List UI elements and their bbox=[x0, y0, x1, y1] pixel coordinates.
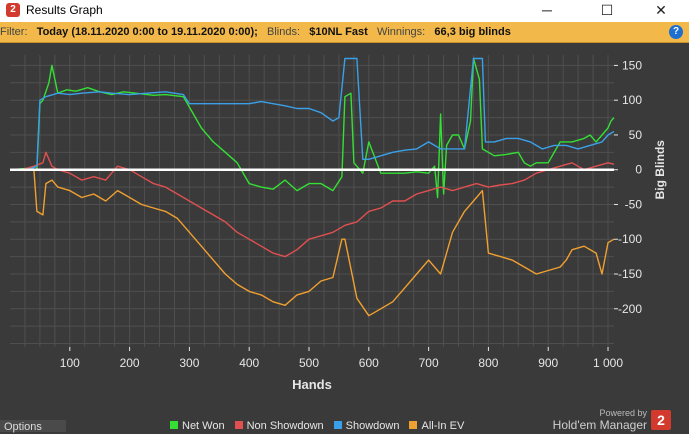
legend-label: Showdown bbox=[345, 420, 400, 432]
y-tick-label: -150 bbox=[618, 267, 642, 281]
minimize-button[interactable]: ─ bbox=[542, 2, 552, 18]
app-logo-icon: 2 bbox=[6, 3, 20, 17]
y-axis-title: Big Blinds bbox=[653, 140, 667, 200]
legend-item[interactable]: Net Won bbox=[170, 420, 225, 432]
legend-swatch bbox=[234, 421, 243, 429]
plot-area bbox=[10, 55, 614, 347]
x-tick-label: 700 bbox=[419, 356, 439, 370]
series-line-non-showdown bbox=[10, 151, 615, 258]
filter-winnings-label: Winnings: bbox=[376, 26, 426, 38]
chart-legend: Net Won Non Showdown Showdown All-In EV bbox=[170, 420, 474, 432]
y-tick-label: 0 bbox=[635, 163, 642, 177]
x-tick-label: 800 bbox=[478, 356, 498, 370]
filter-winnings: 66,3 big blinds bbox=[434, 26, 511, 38]
y-tick-label: -100 bbox=[618, 232, 642, 246]
x-tick-label: 400 bbox=[239, 356, 259, 370]
x-axis-title: Hands bbox=[292, 377, 332, 392]
legend-label: Non Showdown bbox=[246, 420, 324, 432]
legend-swatch bbox=[333, 421, 342, 429]
series-line-showdown bbox=[10, 57, 615, 171]
x-tick-label: 1 000 bbox=[593, 356, 623, 370]
results-chart: 100 200 300 400 500 600 700 800 900 1 00015010050… bbox=[9, 55, 667, 392]
x-tick-label: 100 bbox=[60, 356, 80, 370]
x-tick-label: 600 bbox=[359, 356, 379, 370]
y-tick-label: 100 bbox=[622, 93, 642, 107]
series-line-all-in-ev bbox=[10, 169, 615, 317]
filter-label: Filter: bbox=[0, 26, 28, 38]
legend-label: Net Won bbox=[182, 420, 225, 432]
x-tick-label: 500 bbox=[299, 356, 319, 370]
filter-blinds-label: Blinds: bbox=[267, 26, 301, 38]
y-tick-label: -50 bbox=[625, 197, 643, 211]
y-tick-label: -200 bbox=[618, 302, 642, 316]
maximize-button[interactable]: ☐ bbox=[600, 2, 614, 18]
window-title: Results Graph bbox=[26, 3, 103, 17]
brand-logo-icon: 2 bbox=[651, 410, 671, 430]
filter-bar[interactable]: Filter: Today (18.11.2020 0:00 to 19.11.… bbox=[0, 22, 689, 43]
options-button[interactable]: Options bbox=[0, 420, 66, 433]
filter-blinds: $10NL Fast bbox=[309, 26, 368, 38]
title-bar: 2 Results Graph ─ ☐ ✕ bbox=[0, 0, 689, 22]
powered-by-text: Powered by bbox=[599, 408, 647, 418]
y-tick-label: 150 bbox=[622, 58, 642, 72]
legend-swatch bbox=[409, 421, 418, 429]
x-tick-label: 900 bbox=[538, 356, 558, 370]
filter-date: Today (18.11.2020 0:00 to 19.11.2020 0:0… bbox=[36, 26, 258, 38]
legend-item[interactable]: All-In EV bbox=[409, 420, 464, 432]
legend-label: All-In EV bbox=[421, 420, 465, 432]
legend-item[interactable]: Showdown bbox=[333, 420, 400, 432]
y-tick-label: 50 bbox=[629, 128, 643, 142]
help-icon[interactable]: ? bbox=[669, 25, 683, 39]
legend-swatch bbox=[170, 421, 178, 429]
close-button[interactable]: ✕ bbox=[655, 2, 667, 18]
brand-name: Hold'em Manager bbox=[552, 418, 647, 432]
legend-item[interactable]: Non Showdown bbox=[234, 420, 324, 432]
x-tick-label: 200 bbox=[120, 356, 140, 370]
x-tick-label: 300 bbox=[179, 356, 199, 370]
